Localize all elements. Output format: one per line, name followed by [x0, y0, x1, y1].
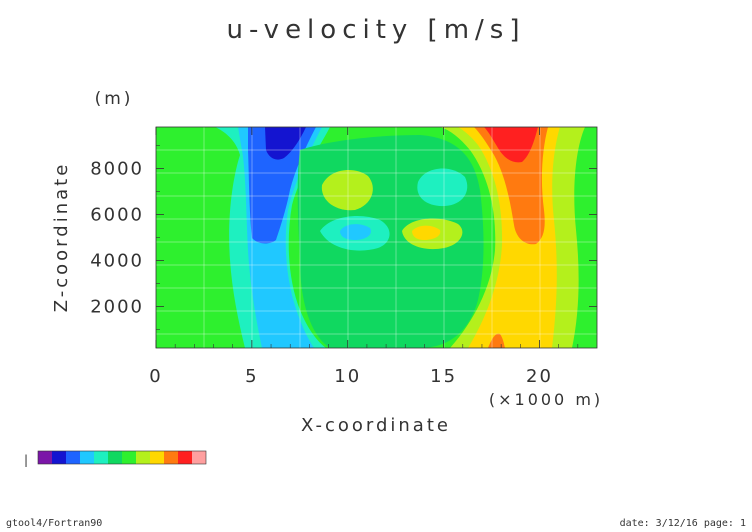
colorbar-swatch: [164, 451, 178, 464]
x-axis-label: X-coordinate: [301, 415, 451, 436]
chart-title: u-velocity [m/s]: [227, 15, 526, 45]
y-tick-label: 4000: [90, 251, 144, 272]
colorbar-swatch: [192, 451, 206, 464]
colorbar-swatch: [52, 451, 66, 464]
y-axis-ticks: 2000 4000 6000 8000: [90, 145, 597, 330]
grid-lines: [156, 127, 597, 348]
contour-orange-right: [474, 127, 548, 245]
colorbar-swatch: [108, 451, 122, 464]
colorbar-swatch: [136, 451, 150, 464]
colorbar-min-marker: |: [24, 453, 28, 467]
x-tick-label: 5: [245, 366, 258, 387]
x-tick-label: 15: [430, 366, 457, 387]
x-axis-ticks: 0 5 10 15 20: [149, 127, 579, 387]
y-unit-label: (m): [95, 89, 134, 109]
colorbar-swatch: [38, 451, 52, 464]
x-tick-label: 0: [149, 366, 162, 387]
y-axis-label: Z-coordinate: [51, 162, 72, 313]
contour-darkblue-left: [265, 127, 306, 160]
x-tick-label: 20: [526, 366, 553, 387]
colorbar: [37, 450, 207, 465]
x-tick-label: 10: [334, 366, 361, 387]
plot-area: [156, 127, 597, 348]
contour-cyan-eddy: [340, 224, 371, 240]
contour-yellow-eddy: [412, 225, 441, 240]
y-tick-label: 2000: [90, 297, 144, 318]
contour-teal-upper: [417, 168, 468, 207]
contour-yellowgreen-upper: [321, 169, 373, 211]
colorbar-swatch: [66, 451, 80, 464]
colorbar-frame: [37, 450, 207, 465]
colorbar-swatch: [122, 451, 136, 464]
colorbar-swatch: [150, 451, 164, 464]
colorbar-swatch: [178, 451, 192, 464]
contour-red-right: [484, 127, 538, 163]
x-unit-label: (×1000 m): [489, 390, 603, 409]
footer-left: gtool4/Fortran90: [6, 518, 102, 529]
y-tick-label: 8000: [90, 158, 144, 179]
contour-orange-bottom: [488, 333, 505, 348]
colorbar-swatch: [80, 451, 94, 464]
colorbar-swatch: [94, 451, 108, 464]
footer-right: date: 3/12/16 page: 1: [620, 518, 746, 529]
y-tick-label: 6000: [90, 204, 144, 225]
contour-blue-left: [248, 127, 316, 244]
